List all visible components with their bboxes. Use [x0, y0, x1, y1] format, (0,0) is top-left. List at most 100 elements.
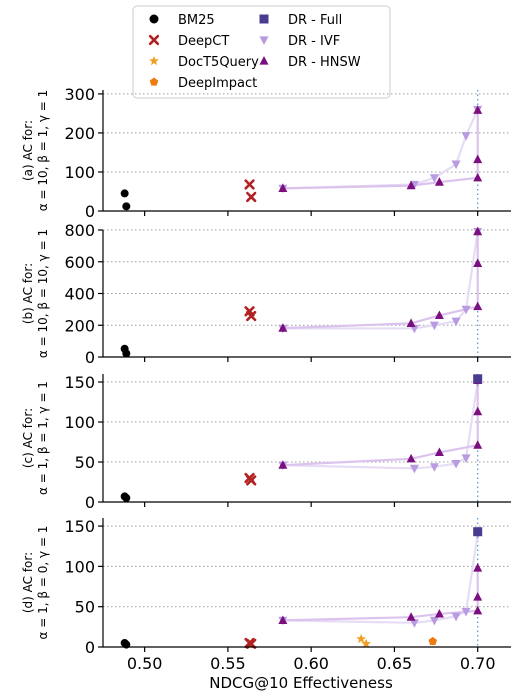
point-bm25: [122, 349, 131, 358]
y-tick-label: 100: [64, 163, 95, 182]
y-tick-label: 100: [64, 413, 95, 432]
point-hnsw: [278, 323, 288, 332]
point-hnsw: [473, 105, 483, 114]
legend-label-ivf: DR - IVF: [288, 34, 340, 49]
point-ivf: [461, 454, 471, 463]
legend-marker-deepimpact: [149, 77, 159, 86]
point-hnsw: [473, 605, 483, 615]
y-tick-label: 200: [64, 316, 95, 335]
point-hnsw: [434, 310, 444, 320]
point-hnsw: [278, 615, 288, 624]
y-tick-label: 800: [64, 221, 95, 240]
series-line-hnsw: [282, 231, 479, 330]
x-tick-label: 0.70: [460, 654, 496, 673]
series-line-hnsw: [282, 110, 479, 190]
point-ivf: [461, 132, 471, 141]
point-deepct: [246, 638, 257, 649]
point-bm25: [122, 202, 131, 211]
x-tick-label: 0.60: [293, 654, 329, 673]
point-ivf: [429, 174, 439, 183]
point-hnsw: [406, 453, 416, 463]
y-tick-label: 0: [85, 638, 95, 657]
legend-label-doct5: DocT5Query: [178, 55, 259, 70]
series-line-ivf: [282, 231, 479, 330]
point-hnsw: [434, 608, 444, 618]
x-tick-label: 0.55: [210, 654, 246, 673]
series-line-hnsw: [282, 380, 479, 467]
point-hnsw: [434, 177, 444, 186]
y-axis-label: (d) AC for:α = 1, β = 0, γ = 1: [21, 526, 50, 640]
point-hnsw: [473, 258, 483, 267]
point-hnsw: [434, 447, 444, 456]
legend-marker-doct5: [149, 55, 159, 66]
point-ivf: [461, 305, 471, 315]
panel-a: 0 100 200 300 (a) AC for:α = 10, β = 1, γ = …: [21, 85, 511, 221]
panel-d: 0 50 100 150 0.50 0.55 0.60 0.65 0.70 (d) AC for:…: [21, 517, 511, 673]
y-tick-label: 50: [75, 453, 95, 472]
y-tick-label: 0: [85, 348, 95, 367]
point-hnsw: [406, 318, 416, 327]
point-bm25: [120, 189, 129, 198]
point-ivf: [409, 324, 419, 334]
y-tick-label: 200: [64, 124, 95, 143]
point-deepimpact: [428, 636, 438, 645]
point-ivf: [409, 619, 419, 628]
legend-label-bm25: BM25: [178, 13, 215, 28]
series-line-ivf: [282, 381, 479, 470]
legend-frame: [132, 5, 391, 99]
y-tick-label: 0: [85, 493, 95, 512]
legend-marker-ivf: [259, 36, 269, 45]
y-tick-label: 0: [85, 202, 95, 221]
legend-label-hnsw: DR - HNSW: [288, 55, 361, 70]
point-hnsw: [473, 563, 483, 572]
legend: BM25 DeepCT DocT5Query DeepImpact DR - Full D…: [132, 5, 391, 99]
point-ivf: [429, 463, 439, 472]
legend-label-deepimpact: DeepImpact: [178, 76, 257, 91]
y-axis-label: (c) AC for:α = 1, β = 1, γ = 1: [21, 381, 50, 495]
panels: 0 100 200 300 (a) AC for:α = 10, β = 1, γ = …: [21, 85, 511, 673]
point-ivf: [451, 460, 461, 469]
point-ivf: [409, 464, 419, 474]
legend-marker-full: [259, 14, 269, 24]
point-hnsw: [473, 226, 483, 236]
point-ivf: [451, 612, 461, 622]
legend-label-deepct: DeepCT: [178, 34, 229, 49]
point-hnsw: [278, 183, 288, 192]
panel-b: 0 200 400 600 800 (b) AC for:α = 10, β = 10, …: [21, 221, 511, 367]
legend-marker-deepct: [148, 34, 160, 46]
y-tick-label: 150: [64, 517, 95, 536]
point-ivf: [451, 160, 461, 170]
point-hnsw: [406, 180, 416, 190]
x-tick-label: 0.65: [377, 654, 413, 673]
point-ivf: [461, 607, 471, 617]
point-hnsw: [473, 406, 483, 416]
y-tick-label: 600: [64, 253, 95, 272]
point-hnsw: [473, 301, 483, 311]
point-hnsw: [473, 154, 483, 164]
point-hnsw: [278, 460, 288, 469]
point-hnsw: [473, 440, 483, 449]
y-axis-label: (a) AC for:α = 10, β = 1, γ = 1: [21, 90, 50, 212]
point-ivf: [429, 616, 439, 626]
point-hnsw: [473, 172, 483, 182]
point-deepct: [246, 475, 257, 486]
series-line-ivf: [282, 533, 479, 624]
legend-marker-bm25: [149, 14, 159, 24]
point-hnsw: [406, 612, 416, 621]
point-bm25: [122, 494, 131, 502]
point-deepct: [246, 310, 257, 322]
point-doct5: [361, 638, 372, 648]
legend-marker-hnsw: [259, 56, 269, 65]
x-axis-label: NDCG@10 Effectiveness: [209, 674, 393, 692]
series-line-ivf: [282, 109, 479, 190]
point-ivf: [451, 317, 461, 327]
y-axis-label: (b) AC for:α = 10, β = 10, γ = 1: [21, 229, 50, 358]
point-deepct: [246, 191, 257, 203]
point-full: [473, 374, 483, 384]
x-tick-label: 0.50: [127, 654, 163, 673]
y-tick-label: 100: [64, 557, 95, 576]
point-full: [473, 527, 483, 537]
point-ivf: [429, 321, 439, 331]
point-deepct: [244, 179, 255, 190]
